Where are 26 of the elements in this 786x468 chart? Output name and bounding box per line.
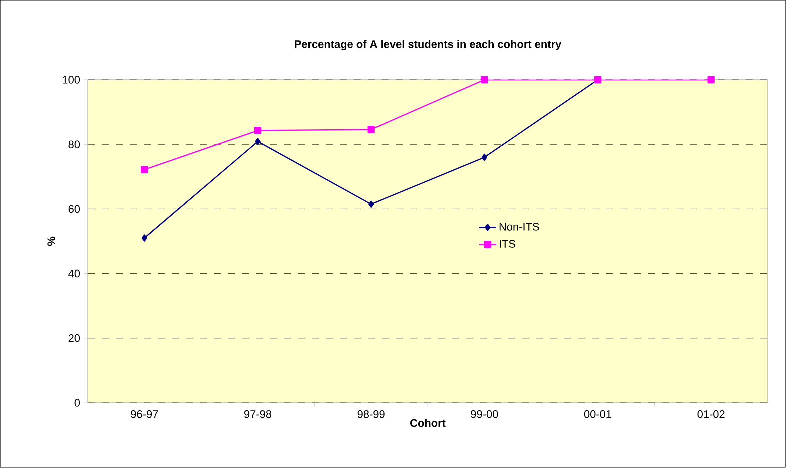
x-axis-title: Cohort: [410, 419, 446, 428]
legend-label: ITS: [500, 240, 516, 248]
chart-title: Percentage of A level students in each cohort entry: [295, 40, 562, 51]
x-tick-label: 99-00: [471, 410, 498, 418]
point: [142, 234, 148, 242]
y-tick-label: 100: [63, 76, 80, 84]
y-tick-label: 60: [68, 205, 80, 214]
x-tick-label: 98-99: [358, 410, 385, 418]
y-tick-label: 0: [74, 399, 80, 407]
point: [481, 76, 488, 84]
point: [368, 200, 374, 208]
x-tick-label: 96-97: [131, 410, 158, 418]
point: [708, 76, 715, 84]
x-tick-label: 97-98: [244, 410, 272, 418]
y-tick-label: 80: [68, 140, 80, 148]
point: [255, 138, 261, 146]
point: [482, 154, 488, 162]
point: [141, 166, 148, 174]
point: [368, 126, 375, 134]
y-tick-label: 20: [68, 334, 80, 342]
x-tick-label: 01-02: [698, 410, 725, 418]
point: [254, 127, 262, 134]
x-tick-label: 00-01: [584, 410, 612, 418]
y-axis-title: %: [48, 236, 56, 246]
y-tick-label: 40: [68, 270, 80, 278]
legend-label: Non-ITS: [500, 223, 540, 231]
